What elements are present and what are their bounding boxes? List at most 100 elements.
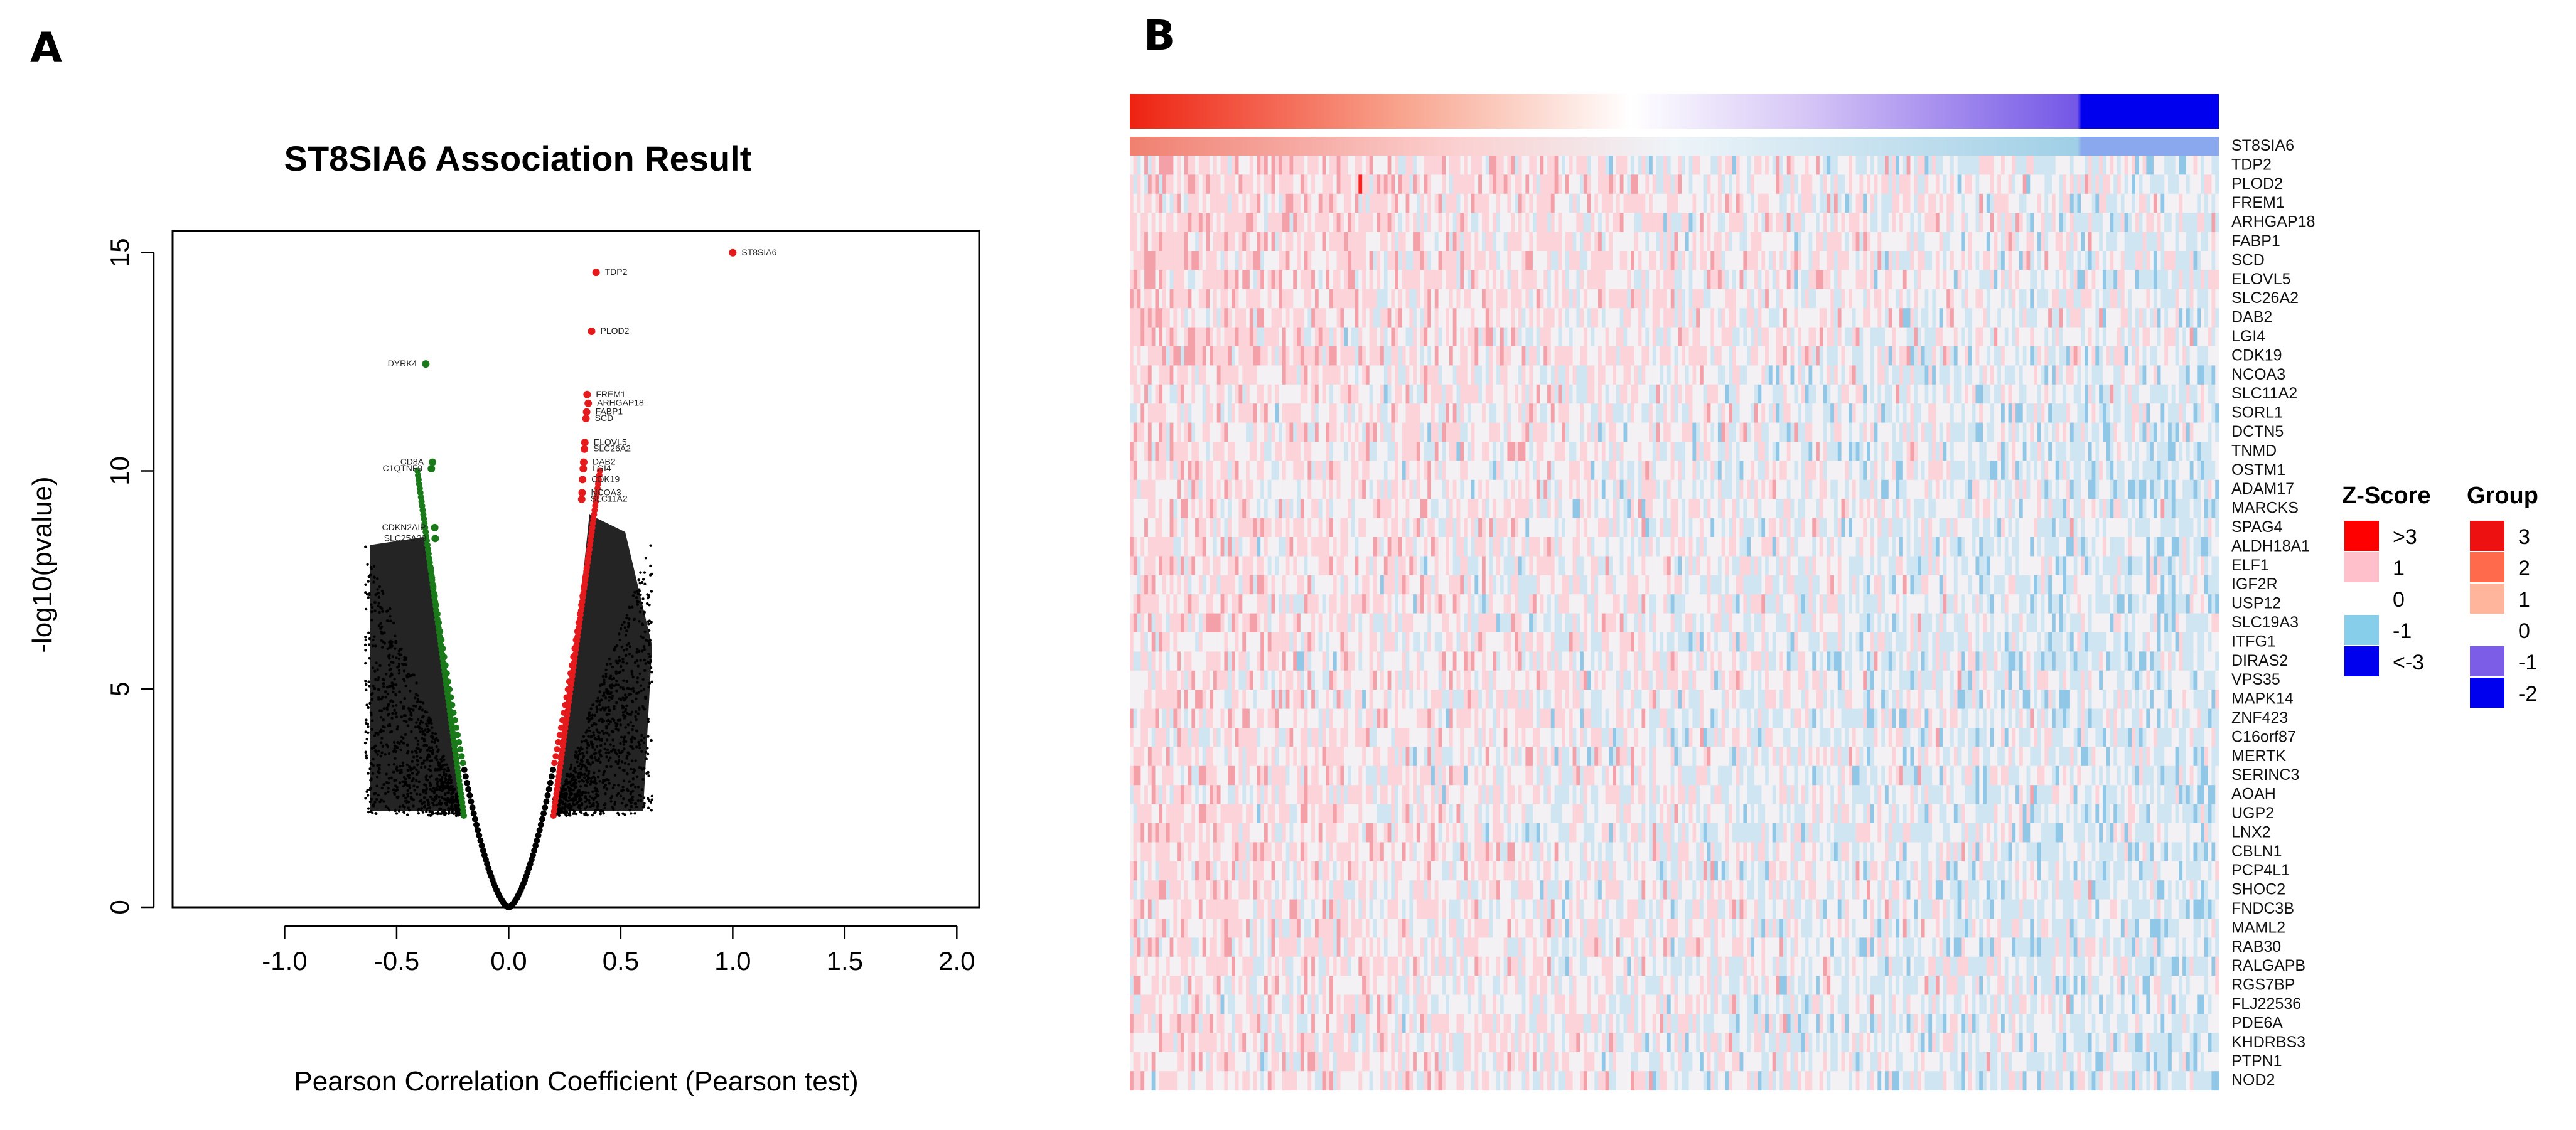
heatmap-cell	[1896, 270, 1900, 290]
heatmap-cell	[1678, 174, 1682, 195]
heatmap-cell	[1852, 213, 1857, 233]
heatmap-cell	[1489, 174, 1493, 195]
gene-point	[628, 780, 631, 783]
heatmap-cell	[1605, 327, 1609, 347]
heatmap-cell	[1627, 193, 1631, 213]
gene-point	[598, 769, 601, 772]
gene-point	[641, 578, 645, 581]
heatmap-cell	[1130, 327, 1134, 347]
heatmap-cell	[1238, 289, 1243, 309]
gene-point	[646, 639, 649, 642]
gene-point	[648, 681, 652, 685]
heatmap-cell	[1147, 232, 1152, 252]
heatmap-cell	[1344, 213, 1348, 233]
heatmap-cell	[2132, 156, 2136, 175]
heatmap-cell	[2063, 174, 2067, 195]
heatmap-cell	[1979, 251, 1983, 270]
gene-point	[367, 631, 370, 635]
gene-point	[629, 713, 633, 717]
gene-point	[643, 767, 646, 770]
gene-point	[590, 724, 594, 727]
gene-point	[426, 759, 429, 762]
heatmap-cell	[2175, 270, 2179, 290]
heatmap-cell	[1293, 289, 1297, 309]
heatmap-cell	[2030, 156, 2034, 175]
heatmap-cell	[2055, 308, 2060, 328]
curve-point	[554, 746, 561, 753]
heatmap-cell	[2179, 193, 2183, 213]
gene-point	[599, 760, 602, 764]
heatmap-cell	[1395, 232, 1399, 252]
gene-point	[623, 693, 627, 696]
heatmap-cell	[1638, 270, 1643, 290]
gene-point	[589, 717, 593, 720]
gene-point	[378, 771, 381, 774]
heatmap-cell	[1627, 174, 1631, 195]
heatmap-cell	[1133, 251, 1138, 270]
heatmap-cell	[2059, 251, 2063, 270]
gene-point	[387, 790, 390, 794]
heatmap-cell	[2179, 308, 2183, 328]
heatmap-cell	[1282, 174, 1287, 195]
heatmap-cell	[1253, 174, 1258, 195]
heatmap-cell	[1547, 174, 1552, 195]
heatmap-cell	[1198, 156, 1203, 175]
labeled-point	[427, 465, 436, 473]
heatmap-cell	[1413, 327, 1417, 347]
gene-point	[585, 805, 589, 808]
heatmap-cell	[1739, 156, 1744, 175]
gene-point	[568, 781, 571, 784]
heatmap-cell	[1710, 270, 1715, 290]
heatmap-cell	[1503, 251, 1508, 270]
heatmap-cell	[1188, 270, 1192, 290]
gene-point	[635, 659, 639, 663]
heatmap-cell	[1605, 308, 1609, 328]
gene-point	[627, 624, 631, 627]
gene-point	[387, 787, 390, 790]
heatmap-cell	[1213, 251, 1218, 270]
heatmap-cell	[1228, 251, 1232, 270]
gene-point	[447, 774, 451, 778]
heatmap-cell	[1267, 156, 1272, 175]
gene-point	[409, 711, 412, 714]
heatmap-cell	[1210, 193, 1214, 213]
heatmap-cell	[1380, 270, 1385, 290]
heatmap-cell	[1438, 213, 1442, 233]
heatmap-cell	[1383, 251, 1388, 270]
gene-point	[375, 750, 378, 754]
gene-point	[397, 669, 401, 672]
heatmap-cell	[1336, 213, 1341, 233]
gene-point	[634, 802, 638, 806]
heatmap-cell	[2099, 193, 2103, 213]
heatmap-cell	[1521, 193, 1526, 213]
heatmap-cell	[1819, 174, 1824, 195]
heatmap-cell	[1786, 174, 1791, 195]
heatmap-cell	[1140, 193, 1145, 213]
heatmap-cell	[1257, 327, 1261, 347]
heatmap-cell	[1373, 270, 1377, 290]
heatmap-cell	[1383, 289, 1388, 309]
gene-point	[380, 798, 383, 801]
heatmap-cell	[2085, 289, 2089, 309]
heatmap-cell	[1206, 174, 1210, 195]
heatmap-cell	[2146, 308, 2150, 328]
heatmap-cell	[1591, 193, 1595, 213]
heatmap-cell	[1587, 327, 1592, 347]
heatmap-cell	[1474, 213, 1479, 233]
heatmap-cell	[1383, 327, 1388, 347]
heatmap-cell	[1663, 289, 1668, 309]
heatmap-cell	[1529, 308, 1533, 328]
heatmap-cell	[2091, 308, 2096, 328]
heatmap-cell	[2171, 308, 2176, 328]
heatmap-cell	[2102, 289, 2107, 309]
heatmap-cell	[1580, 289, 1584, 309]
heatmap-cell	[1391, 156, 1395, 175]
heatmap-cell	[1478, 289, 1483, 309]
gene-point	[411, 779, 414, 782]
heatmap-cell	[1496, 289, 1501, 309]
gene-point	[382, 782, 385, 786]
heatmap-cell	[1758, 308, 1762, 328]
heatmap-cell	[1355, 327, 1359, 347]
gene-point	[625, 680, 628, 683]
heatmap-cell	[1565, 156, 1570, 175]
